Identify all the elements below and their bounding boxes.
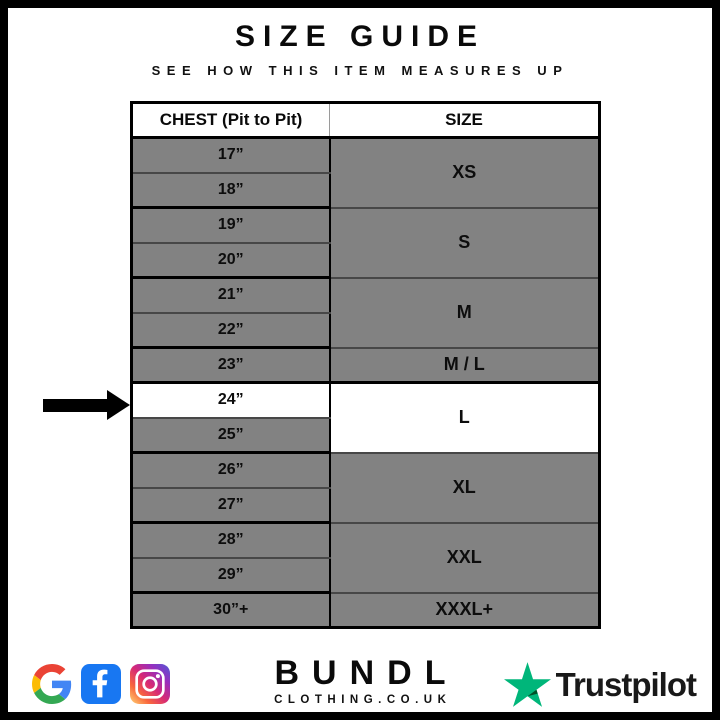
- brand-domain: CLOTHING.CO.UK: [274, 694, 452, 706]
- table-row: 28” XXL: [131, 522, 600, 594]
- table-row: 21” M: [131, 277, 600, 349]
- chest-cell: 25”: [131, 417, 331, 454]
- size-cell-l-selected: L: [329, 382, 600, 454]
- selected-row-arrow-icon: [43, 390, 130, 420]
- chest-cell: 29”: [131, 557, 331, 594]
- chest-cell: 22”: [131, 312, 331, 349]
- table-row: 25”: [131, 417, 600, 454]
- size-cell-ml: M / L: [329, 347, 600, 384]
- column-header-chest: CHEST (Pit to Pit): [131, 102, 330, 139]
- chest-cell-selected: 24”: [131, 382, 331, 419]
- chest-cell: 19”: [131, 207, 331, 244]
- table-row: 23” M / L: [131, 347, 600, 384]
- facebook-icon: [81, 664, 121, 704]
- social-icons: [32, 664, 170, 704]
- chest-cell: 28”: [131, 522, 331, 559]
- page-title: SIZE GUIDE: [234, 20, 486, 53]
- page-subtitle: SEE HOW THIS ITEM MEASURES UP: [151, 63, 569, 78]
- table-row: 20”: [131, 242, 600, 279]
- table-row: 29”: [131, 557, 600, 594]
- column-header-size: SIZE: [329, 102, 600, 139]
- table-row: 19” S: [131, 207, 600, 279]
- size-cell-m: M: [329, 277, 600, 349]
- table-row: 26” XL: [131, 452, 600, 524]
- chest-cell: 21”: [131, 277, 331, 314]
- trustpilot-wordmark: Trustpilot: [555, 665, 697, 703]
- table-row-highlighted: 24” L: [131, 382, 600, 454]
- chest-cell: 26”: [131, 452, 331, 489]
- trustpilot-star-icon: [503, 662, 551, 707]
- chest-cell: 23”: [131, 347, 331, 384]
- size-cell-xs: XS: [329, 137, 600, 209]
- instagram-icon: [130, 664, 170, 704]
- table-row: 18”: [131, 172, 600, 209]
- table-row: 22”: [131, 312, 600, 349]
- bundl-logo: BUNDL CLOTHING.CO.UK: [8, 656, 712, 706]
- chest-cell: 27”: [131, 487, 331, 524]
- size-cell-xxxl: XXXL+: [329, 592, 600, 628]
- table-row: 30”+ XXXL+: [131, 592, 600, 628]
- size-cell-xxl: XXL: [329, 522, 600, 594]
- brand-name: BUNDL: [274, 654, 459, 692]
- size-guide-table: CHEST (Pit to Pit) SIZE 17” XS 18” 19” S…: [130, 101, 601, 629]
- trustpilot-logo: Trustpilot: [503, 662, 697, 707]
- chest-cell: 30”+: [131, 592, 331, 628]
- table-header-row: CHEST (Pit to Pit) SIZE: [131, 102, 600, 139]
- chest-cell: 18”: [131, 172, 331, 209]
- google-icon: [32, 664, 72, 704]
- size-cell-s: S: [329, 207, 600, 279]
- chest-cell: 17”: [131, 137, 331, 174]
- table-row: 17” XS: [131, 137, 600, 209]
- size-cell-xl: XL: [329, 452, 600, 524]
- chest-cell: 20”: [131, 242, 331, 279]
- table-row: 27”: [131, 487, 600, 524]
